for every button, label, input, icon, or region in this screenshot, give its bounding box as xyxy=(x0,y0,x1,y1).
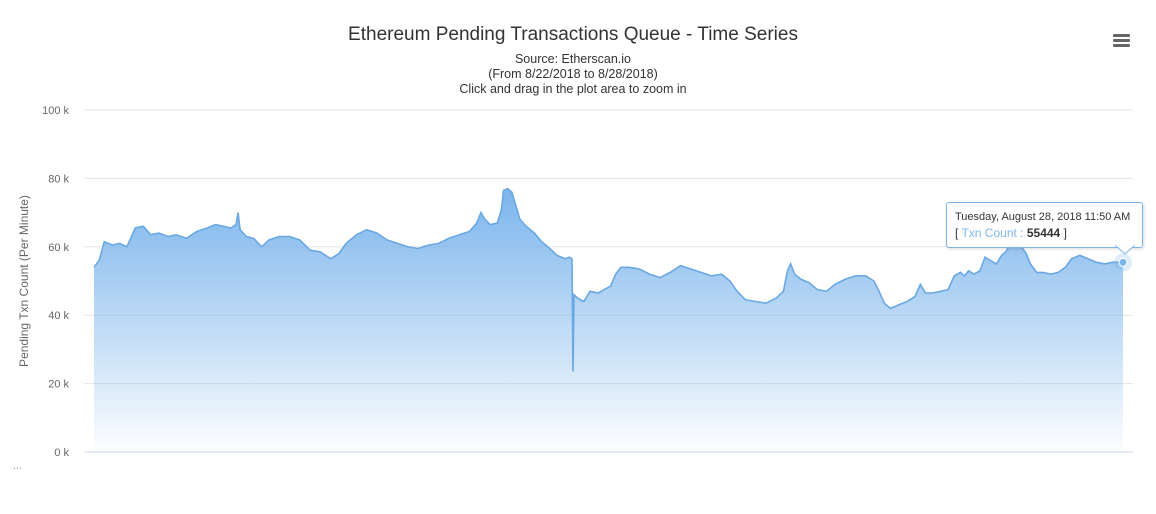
y-tick-label: 20 k xyxy=(48,379,69,391)
chart-subtitle-source: Source: Etherscan.io xyxy=(514,52,632,66)
menu-bar xyxy=(1113,44,1130,47)
menu-bar xyxy=(1113,39,1130,42)
hover-marker xyxy=(1114,253,1132,272)
tooltip-value: 55444 xyxy=(1026,226,1061,240)
tooltip-series-row: [ Txn Count : 55444 ] xyxy=(955,226,1067,240)
tooltip-date: Tuesday, August 28, 2018 11:50 AM xyxy=(955,211,1131,223)
tooltip-open-bracket: [ xyxy=(955,226,959,240)
footer-dots: ... xyxy=(13,460,23,472)
hamburger-menu-icon[interactable] xyxy=(1106,28,1136,52)
tooltip-close-bracket: ] xyxy=(1063,226,1067,240)
series-line-txn-count xyxy=(93,187,1124,372)
chart-subtitle-hint: Click and drag in the plot area to zoom … xyxy=(459,82,687,96)
y-axis-tick-labels: 0 k 20 k 40 k 60 k 80 k 100 k xyxy=(42,105,69,459)
tooltip: Tuesday, August 28, 2018 11:50 AM [ Txn … xyxy=(946,202,1143,248)
y-axis-title: Pending Txn Count (Per Minute) xyxy=(17,195,31,367)
tooltip-pointer xyxy=(1115,245,1135,255)
y-tick-label: 100 k xyxy=(42,105,69,117)
chart-subtitle-range: (From 8/22/2018 to 8/28/2018) xyxy=(488,67,658,81)
tooltip-series-label: Txn Count : xyxy=(961,226,1024,240)
y-tick-label: 40 k xyxy=(48,310,69,322)
menu-bar xyxy=(1113,34,1130,37)
series-area-txn-count xyxy=(94,188,1123,452)
y-tick-label: 80 k xyxy=(48,173,69,185)
y-tick-label: 0 k xyxy=(54,447,69,459)
chart-title: Ethereum Pending Transactions Queue - Ti… xyxy=(348,24,798,45)
y-tick-label: 60 k xyxy=(48,242,69,254)
hover-point xyxy=(1118,257,1128,267)
